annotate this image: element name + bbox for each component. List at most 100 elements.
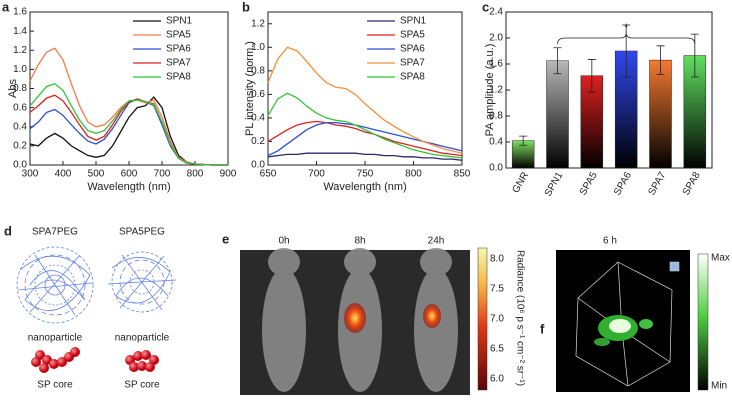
error-bar bbox=[519, 135, 528, 146]
line-series bbox=[29, 98, 228, 166]
signal-spot bbox=[423, 304, 441, 328]
x-tick-label: 850 bbox=[454, 169, 471, 180]
x-tick-label: SPA8 bbox=[681, 170, 703, 197]
y-tick-label: 0.4 bbox=[13, 121, 27, 132]
y-tick-label: 2.4 bbox=[489, 7, 503, 18]
x-tick-label: 400 bbox=[55, 169, 72, 180]
y-axis-label: Abs bbox=[7, 79, 19, 98]
line-series bbox=[267, 120, 463, 157]
panel-e: e 0h 8h 24h 8.0 7.5 7.0 6.5 6.0 Radiance… bbox=[222, 231, 525, 395]
line-series bbox=[267, 92, 463, 159]
y-axis-label: PL intensity (norm.) bbox=[244, 41, 256, 136]
bar bbox=[546, 60, 569, 169]
time-label: 0h bbox=[278, 236, 289, 247]
x-tick-label: 800 bbox=[187, 169, 204, 180]
y-tick-label: 1.6 bbox=[489, 59, 503, 70]
time-label: 6 h bbox=[603, 236, 617, 247]
polymer-model bbox=[16, 246, 94, 324]
caption: nanoparticle bbox=[28, 333, 83, 344]
legend-label: SPA5 bbox=[166, 30, 191, 41]
orientation-cube bbox=[669, 261, 680, 272]
x-tick-label: 750 bbox=[357, 169, 374, 180]
model-title: SPA5PEG bbox=[119, 227, 165, 238]
panel-label: b bbox=[242, 0, 250, 14]
panel-d: d SPA7PEG SPA5PEG nanoparticle nanoparti… bbox=[4, 223, 177, 391]
colorbar-min: Min bbox=[711, 381, 727, 392]
line-series bbox=[267, 121, 463, 157]
error-bar bbox=[690, 33, 699, 78]
legend-label: SPA7 bbox=[166, 58, 191, 69]
x-tick-label: 900 bbox=[220, 169, 237, 180]
error-bar bbox=[656, 45, 665, 75]
caption: SP core bbox=[124, 380, 160, 391]
legend-label: SPN1 bbox=[400, 16, 427, 27]
colorbar-tick: 6.5 bbox=[490, 344, 504, 355]
colorbar-max: Max bbox=[711, 253, 730, 264]
y-tick-label: 0.0 bbox=[489, 163, 503, 174]
y-tick-label: 1.2 bbox=[251, 18, 265, 29]
plot-frame bbox=[505, 11, 713, 169]
y-tick-label: 1.6 bbox=[13, 7, 27, 18]
line-series bbox=[29, 94, 228, 166]
x-tick-label: SPN1 bbox=[543, 170, 566, 199]
line-series bbox=[267, 46, 463, 154]
colorbar-tick: 6.0 bbox=[490, 374, 504, 385]
line-series bbox=[267, 152, 463, 161]
core-model bbox=[31, 347, 159, 373]
panel-label: c bbox=[482, 0, 489, 14]
line-series bbox=[29, 82, 228, 166]
x-axis-label: Wavelength (nm) bbox=[87, 181, 170, 193]
bar bbox=[649, 59, 672, 169]
panel-label: d bbox=[4, 223, 12, 238]
legend-label: SPA5 bbox=[400, 30, 425, 41]
legend-label: SPA6 bbox=[400, 44, 425, 55]
y-tick-label: 0.8 bbox=[489, 111, 503, 122]
y-tick-label: 0.2 bbox=[13, 141, 27, 152]
caption: nanoparticle bbox=[115, 333, 170, 344]
colorbar-tick: 8.0 bbox=[490, 254, 504, 265]
colorbar-tick: 7.5 bbox=[490, 284, 504, 295]
y-tick-label: 1.0 bbox=[13, 64, 27, 75]
y-tick-label: 0.4 bbox=[489, 137, 503, 148]
legend-label: SPA7 bbox=[400, 58, 425, 69]
time-label: 24h bbox=[428, 236, 445, 247]
line-series bbox=[29, 47, 228, 166]
y-tick-label: 2.0 bbox=[489, 33, 503, 44]
legend-label: SPA8 bbox=[166, 72, 191, 83]
y-tick-label: 0.4 bbox=[251, 113, 265, 124]
y-tick-label: 0.6 bbox=[251, 89, 265, 100]
x-tick-label: SPA7 bbox=[646, 170, 668, 197]
significance-brace bbox=[557, 32, 696, 45]
y-axis-label: PA amplitude (a.u.) bbox=[484, 44, 496, 137]
x-tick-label: SPA6 bbox=[612, 170, 634, 197]
line-series bbox=[29, 96, 228, 166]
x-tick-label: 500 bbox=[88, 169, 105, 180]
y-tick-label: 1.0 bbox=[251, 42, 265, 53]
legend-label: SPN1 bbox=[166, 16, 193, 27]
x-tick-label: 700 bbox=[308, 169, 325, 180]
significance-marker: * bbox=[624, 23, 628, 34]
model-title: SPA7PEG bbox=[32, 227, 78, 238]
polymer-model bbox=[107, 251, 177, 313]
y-tick-label: 1.4 bbox=[13, 26, 27, 37]
error-bar bbox=[587, 59, 596, 93]
time-label: 8h bbox=[354, 236, 365, 247]
error-bar bbox=[553, 47, 562, 75]
signal-blob bbox=[594, 315, 653, 346]
x-tick-label: 700 bbox=[154, 169, 171, 180]
x-tick-label: SPA5 bbox=[578, 170, 600, 197]
signal-spot bbox=[344, 303, 366, 333]
y-tick-label: 0.2 bbox=[251, 136, 265, 147]
caption: SP core bbox=[37, 380, 73, 391]
colorbar-label: Radiance (10⁶ p s⁻¹ cm⁻² sr⁻¹) bbox=[514, 250, 525, 386]
colorbar-tick: 7.0 bbox=[490, 314, 504, 325]
panel-label: e bbox=[222, 231, 229, 246]
y-tick-label: 0.6 bbox=[13, 102, 27, 113]
x-tick-label: GNR bbox=[510, 170, 531, 195]
legend-label: SPA8 bbox=[400, 72, 425, 83]
y-tick-label: 0.8 bbox=[13, 83, 27, 94]
x-axis-label: Wavelength (nm) bbox=[323, 181, 406, 193]
x-tick-label: 300 bbox=[22, 169, 39, 180]
y-tick-label: 0.8 bbox=[251, 65, 265, 76]
